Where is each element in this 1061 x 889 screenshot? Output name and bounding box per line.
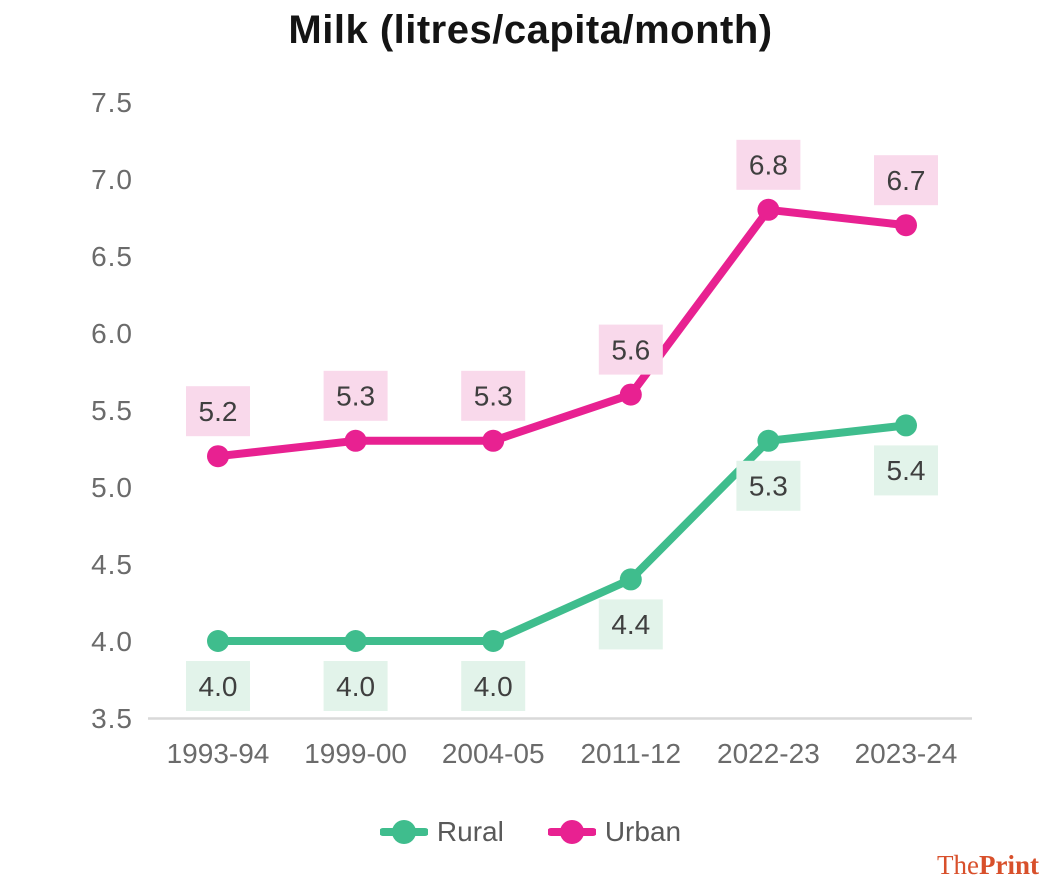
data-point-urban-2011-12 bbox=[619, 383, 642, 406]
value-label-box bbox=[874, 445, 938, 496]
value-label-text: 4.0 bbox=[199, 671, 238, 702]
data-point-rural-2023-24 bbox=[895, 414, 917, 437]
legend-marker-urban-icon bbox=[547, 820, 596, 844]
value-label-box bbox=[186, 661, 250, 711]
data-point-urban-2004-05 bbox=[482, 429, 505, 452]
data-point-rural-1993-94 bbox=[207, 630, 229, 652]
value-label-box bbox=[461, 370, 526, 421]
x-tick-label: 1999-00 bbox=[304, 738, 407, 769]
y-tick-label: 5.5 bbox=[91, 395, 133, 426]
value-labels-rural: 4.0 4.0 4.0 4.4 5.3 5.4 bbox=[186, 445, 938, 711]
data-point-rural-1999-00 bbox=[344, 630, 367, 652]
data-point-urban-1993-94 bbox=[207, 445, 229, 468]
value-label-text: 5.2 bbox=[199, 396, 238, 427]
series-line-urban bbox=[214, 205, 910, 461]
value-label-text: 4.0 bbox=[336, 671, 375, 702]
value-label-text: 5.4 bbox=[887, 455, 926, 486]
data-point-rural-2011-12 bbox=[619, 568, 642, 591]
x-tick-label: 2004-05 bbox=[442, 738, 545, 769]
y-tick-label: 7.0 bbox=[91, 164, 133, 195]
value-label-text: 4.0 bbox=[474, 671, 513, 702]
data-point-urban-2023-24 bbox=[895, 214, 917, 237]
x-tick-label: 2023-24 bbox=[855, 738, 958, 769]
logo-the: The bbox=[937, 850, 979, 880]
data-point-urban-1999-00 bbox=[344, 429, 367, 452]
chart-legend: Rural Urban bbox=[0, 816, 1061, 848]
legend-item-rural: Rural bbox=[379, 816, 504, 848]
x-tick-label: 1993-94 bbox=[167, 738, 270, 769]
y-tick-label: 5.0 bbox=[91, 472, 133, 503]
series-urban bbox=[207, 198, 917, 468]
value-label-text: 5.3 bbox=[749, 471, 788, 502]
data-point-urban-2022-23 bbox=[757, 198, 780, 221]
value-label-box bbox=[598, 324, 663, 375]
value-label-box bbox=[186, 386, 250, 437]
data-point-rural-2022-23 bbox=[757, 429, 780, 452]
chart-title: Milk (litres/capita/month) bbox=[288, 8, 773, 52]
y-tick-label: 4.5 bbox=[91, 549, 133, 580]
y-tick-label: 6.0 bbox=[91, 318, 133, 349]
logo-print: Print bbox=[979, 850, 1039, 880]
x-tick-label: 2011-12 bbox=[580, 738, 681, 769]
legend-label-rural: Rural bbox=[436, 816, 504, 847]
y-tick-label: 3.5 bbox=[91, 703, 133, 734]
value-label-text: 5.6 bbox=[611, 334, 650, 365]
x-tick-label: 2022-23 bbox=[717, 738, 820, 769]
value-label-text: 4.4 bbox=[611, 609, 650, 640]
theprint-logo: ThePrint bbox=[937, 850, 1039, 881]
value-label-text: 5.3 bbox=[336, 381, 375, 412]
value-label-text: 6.7 bbox=[887, 165, 926, 196]
value-label-box bbox=[323, 661, 388, 711]
legend-item-urban: Urban bbox=[547, 816, 682, 848]
series-line-rural bbox=[214, 421, 910, 645]
legend-label-urban: Urban bbox=[604, 816, 682, 847]
value-label-box bbox=[736, 460, 801, 511]
y-tick-label: 7.5 bbox=[91, 87, 133, 118]
value-labels-urban: 5.2 5.3 5.3 5.6 6.8 6.7 bbox=[186, 139, 938, 437]
x-axis-ticks: 1993-94 1999-00 2004-05 2011-12 2022-23 2023-… bbox=[167, 738, 958, 769]
value-label-text: 5.3 bbox=[474, 381, 513, 412]
y-axis-ticks: 7.5 7.0 6.5 6.0 5.5 5.0 4.5 4.0 3.5 bbox=[91, 87, 133, 734]
legend-marker-rural-icon bbox=[379, 820, 428, 844]
value-label-box bbox=[461, 661, 526, 711]
y-tick-label: 6.5 bbox=[91, 241, 133, 272]
data-point-rural-2004-05 bbox=[482, 630, 505, 652]
value-label-box bbox=[874, 155, 938, 206]
value-label-box bbox=[323, 370, 388, 421]
y-tick-label: 4.0 bbox=[91, 626, 133, 657]
value-label-box bbox=[598, 599, 663, 650]
value-label-box bbox=[736, 139, 801, 190]
value-label-text: 6.8 bbox=[749, 150, 788, 181]
series-rural bbox=[207, 414, 917, 652]
